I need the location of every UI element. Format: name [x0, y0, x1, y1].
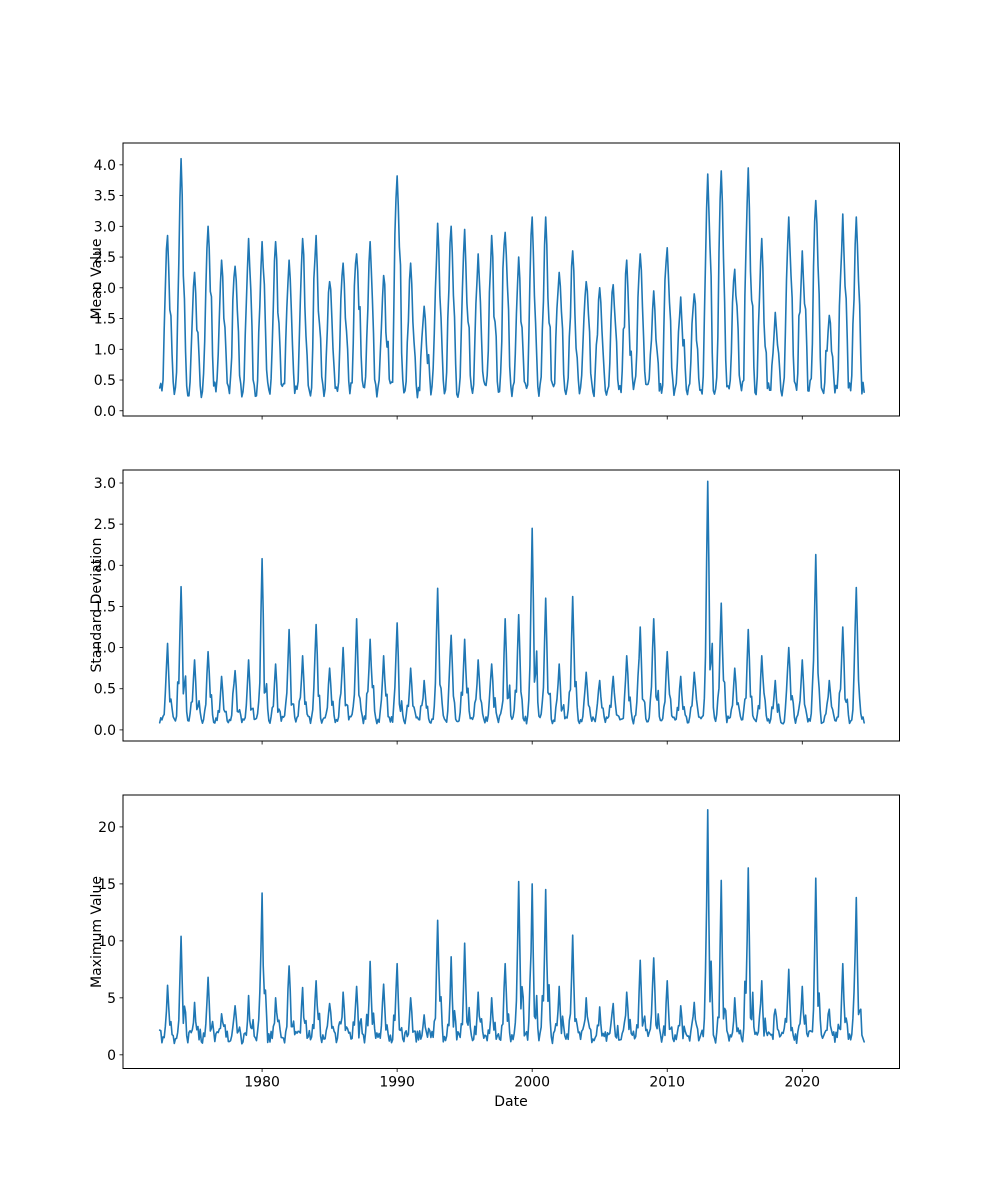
axes-frame	[122, 794, 900, 1069]
y-tick-label: 15	[98, 877, 116, 893]
y-tick-label: 3.0	[94, 476, 116, 492]
std-subplot: 0.0 0.5 1.0 1.5 2.0 2.5 3.0	[94, 469, 900, 745]
y-ticks: 0.0 0.5 1.0 1.5 2.0 2.5 3.0 3.5 4.0	[94, 158, 123, 420]
x-tick-label: 2020	[784, 1075, 820, 1091]
y-tick-label: 0.0	[94, 404, 116, 420]
std-series-line	[158, 480, 865, 725]
y-tick-label: 1.5	[94, 599, 116, 615]
y-tick-label: 20	[98, 820, 116, 836]
x-tick-label: 2000	[514, 1075, 550, 1091]
x-tick-label: 2010	[649, 1075, 685, 1091]
y-tick-label: 0.0	[94, 723, 116, 739]
x-ticks	[261, 741, 803, 745]
y-axis-label-maximum-value: Maximum Value	[89, 876, 105, 988]
y-tick-label: 3.0	[94, 219, 116, 235]
y-tick-label: 2.5	[94, 517, 116, 533]
y-ticks: 0 5 10 15 20	[98, 820, 123, 1064]
x-ticks: 1980 1990 2000 2010 2020	[244, 1068, 820, 1091]
y-ticks: 0.0 0.5 1.0 1.5 2.0 2.5 3.0	[94, 476, 123, 739]
x-axis-label-date: Date	[494, 1094, 528, 1110]
max-series-line	[158, 809, 865, 1045]
y-tick-label: 5	[107, 991, 116, 1007]
y-tick-label: 3.5	[94, 189, 116, 205]
y-tick-label: 1.0	[94, 342, 116, 358]
mean-series-line	[158, 157, 865, 399]
y-axis-label-mean-value: Mean Value	[89, 238, 105, 320]
y-tick-label: 2.0	[94, 281, 116, 297]
mean-subplot: 0.0 0.5 1.0 1.5 2.0 2.5 3.0 3.5 4.0	[94, 142, 900, 420]
max-subplot: 1980 1990 2000 2010 2020 0 5 10 15 20	[98, 794, 900, 1091]
y-tick-label: 10	[98, 934, 116, 950]
x-ticks	[261, 416, 803, 420]
y-tick-label: 0.5	[94, 682, 116, 698]
y-axis-label-standard-deviation: Standard Deviation	[89, 537, 105, 673]
y-tick-label: 0.5	[94, 373, 116, 389]
y-tick-label: 1.0	[94, 641, 116, 657]
y-tick-label: 4.0	[94, 158, 116, 174]
y-tick-label: 2.5	[94, 250, 116, 266]
y-tick-label: 1.5	[94, 312, 116, 328]
axes-frame	[122, 469, 900, 742]
y-tick-label: 0	[107, 1048, 116, 1064]
axes-frame	[122, 142, 900, 417]
y-tick-label: 2.0	[94, 558, 116, 574]
x-tick-label: 1980	[244, 1075, 280, 1091]
x-tick-label: 1990	[379, 1075, 415, 1091]
